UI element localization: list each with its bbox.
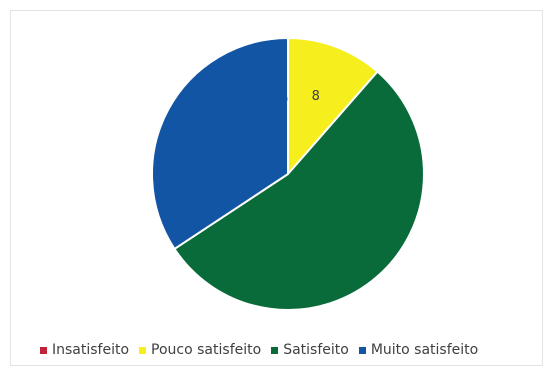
data-label-insatisfeito: 0	[279, 93, 288, 108]
legend-label-satisfeito: Satisfeito	[283, 342, 349, 358]
pie-slice-satisfeito	[173, 70, 425, 311]
pie-slices	[151, 36, 425, 311]
legend-item-pouco-satisfeito: Pouco satisfeito	[139, 342, 261, 358]
pie-slice-muito-satisfeito	[151, 36, 289, 251]
legend-label-insatisfeito: Insatisfeito	[52, 342, 130, 358]
pie-slice-pouco-satisfeito	[287, 36, 379, 177]
legend-label-pouco-satisfeito: Pouco satisfeito	[151, 342, 262, 358]
data-label-pouco-satisfeito: 8	[312, 89, 320, 104]
legend: Insatisfeito Pouco satisfeito Satisfeito…	[40, 342, 478, 358]
legend-swatch-pouco-satisfeito	[139, 346, 147, 354]
legend-swatch-muito-satisfeito	[358, 346, 366, 354]
legend-swatch-satisfeito	[271, 346, 279, 354]
legend-swatch-insatisfeito	[40, 346, 47, 354]
legend-label-muito-satisfeito: Muito satisfeito	[370, 342, 479, 358]
legend-item-muito-satisfeito: Muito satisfeito	[358, 342, 479, 358]
legend-item-satisfeito: Satisfeito	[271, 342, 349, 358]
legend-item-insatisfeito: Insatisfeito	[40, 342, 129, 358]
